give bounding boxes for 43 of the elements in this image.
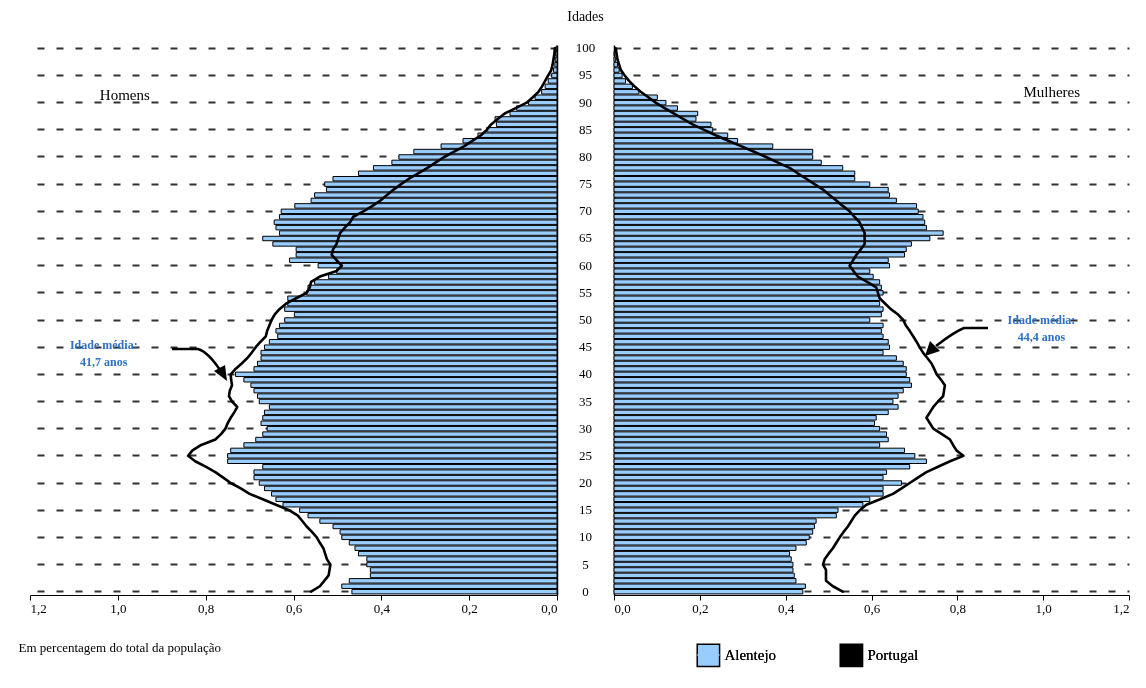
y-tick-label: 15 <box>579 502 592 518</box>
annotation: Idade média: 44,4 anos <box>1007 313 1076 344</box>
y-tick-label: 25 <box>579 447 592 463</box>
annotation: Idade média: 41,7 anos <box>69 337 138 369</box>
y-tick-label: 50 <box>579 312 592 327</box>
x-tick-label: 0,2 <box>692 600 709 616</box>
x-tick-label: 0,4 <box>778 600 795 616</box>
legend-label: Alentejo <box>724 647 777 663</box>
y-tick-label: 40 <box>579 366 592 382</box>
y-tick-label: 45 <box>579 339 592 355</box>
legend-label: Portugal <box>867 647 919 663</box>
y-axis-title: Idades <box>567 8 604 24</box>
y-tick-label: 70 <box>579 203 592 219</box>
y-tick-label: 55 <box>579 284 592 300</box>
x-tick-label: 0,6 <box>285 600 303 616</box>
y-tick-label: 90 <box>579 94 592 110</box>
y-tick-label: 20 <box>579 475 592 491</box>
x-axis-title: Em percentagem do total da população <box>18 639 222 655</box>
y-tick-label: 5 <box>582 556 589 572</box>
x-tick-label: 0,6 <box>863 600 881 616</box>
x-tick-label: 0,4 <box>373 600 391 616</box>
x-tick-label: 0,0 <box>614 600 631 616</box>
y-tick-label: 80 <box>579 148 592 164</box>
x-tick-label: 1,2 <box>30 600 47 616</box>
x-tick-label: 1,0 <box>1035 600 1052 616</box>
y-tick-label: 30 <box>579 420 592 436</box>
x-tick-label: 1,2 <box>1113 600 1130 616</box>
y-tick-label: 95 <box>579 67 592 83</box>
y-tick-label: 35 <box>579 393 592 409</box>
y-tick-label: 10 <box>579 529 592 545</box>
y-tick-label: 60 <box>579 257 592 273</box>
x-tick-label: 0,8 <box>198 600 215 616</box>
annotation: Homens <box>99 86 151 103</box>
x-tick-label: 0,8 <box>949 600 966 616</box>
y-tick-label: 100 <box>575 40 596 56</box>
y-tick-label: 0 <box>582 583 589 599</box>
y-tick-label: 75 <box>579 176 592 192</box>
y-tick-label: 65 <box>579 230 592 246</box>
annotation: Mulheres <box>1023 83 1081 100</box>
x-tick-label: 0,0 <box>541 600 558 616</box>
x-tick-label: 1,0 <box>110 600 127 616</box>
y-tick-label: 85 <box>579 121 592 137</box>
x-tick-label: 0,2 <box>461 600 478 616</box>
